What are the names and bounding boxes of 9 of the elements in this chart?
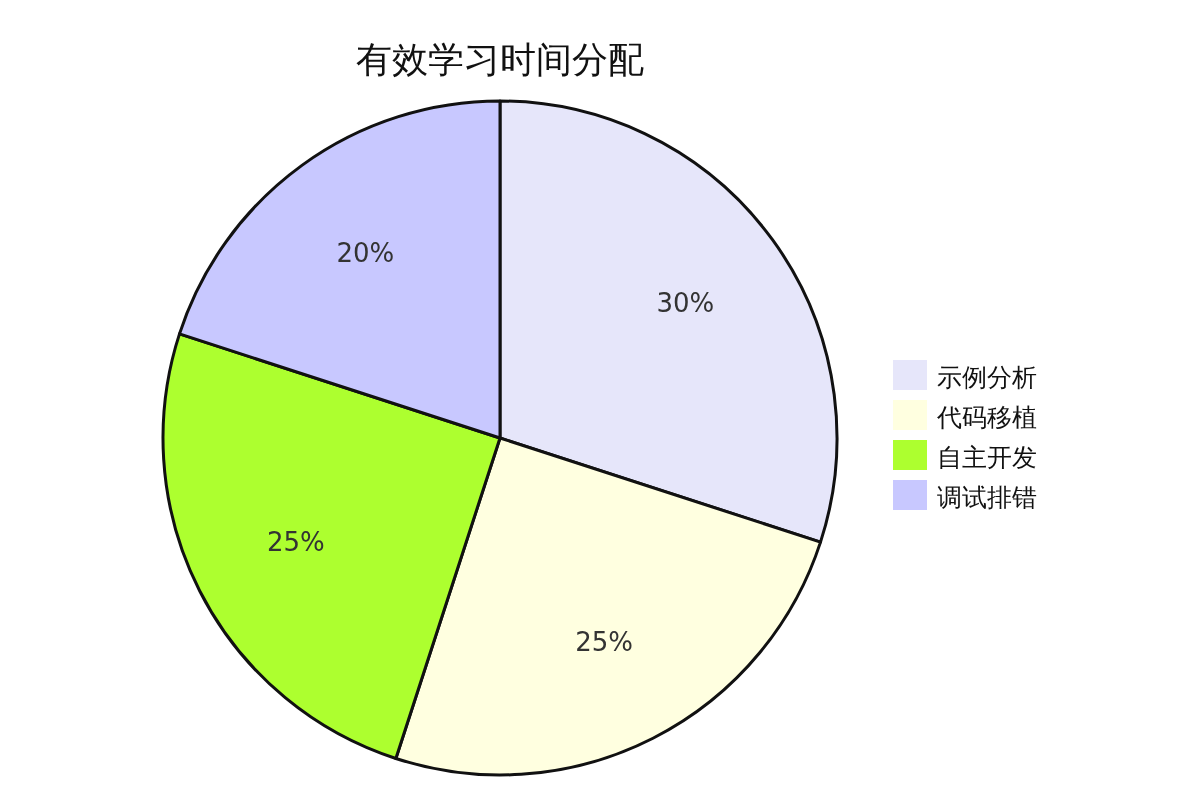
data-label: 25% — [266, 527, 325, 558]
chart-title: 有效学习时间分配 — [356, 39, 644, 80]
data-label: 25% — [575, 627, 633, 658]
legend-label: 调试排错 — [937, 483, 1037, 512]
data-label: 20% — [336, 237, 395, 268]
legend-label: 示例分析 — [937, 363, 1037, 392]
legend-label: 自主开发 — [937, 443, 1037, 472]
data-label: 30% — [656, 288, 715, 319]
legend-label: 代码移植 — [936, 403, 1037, 432]
